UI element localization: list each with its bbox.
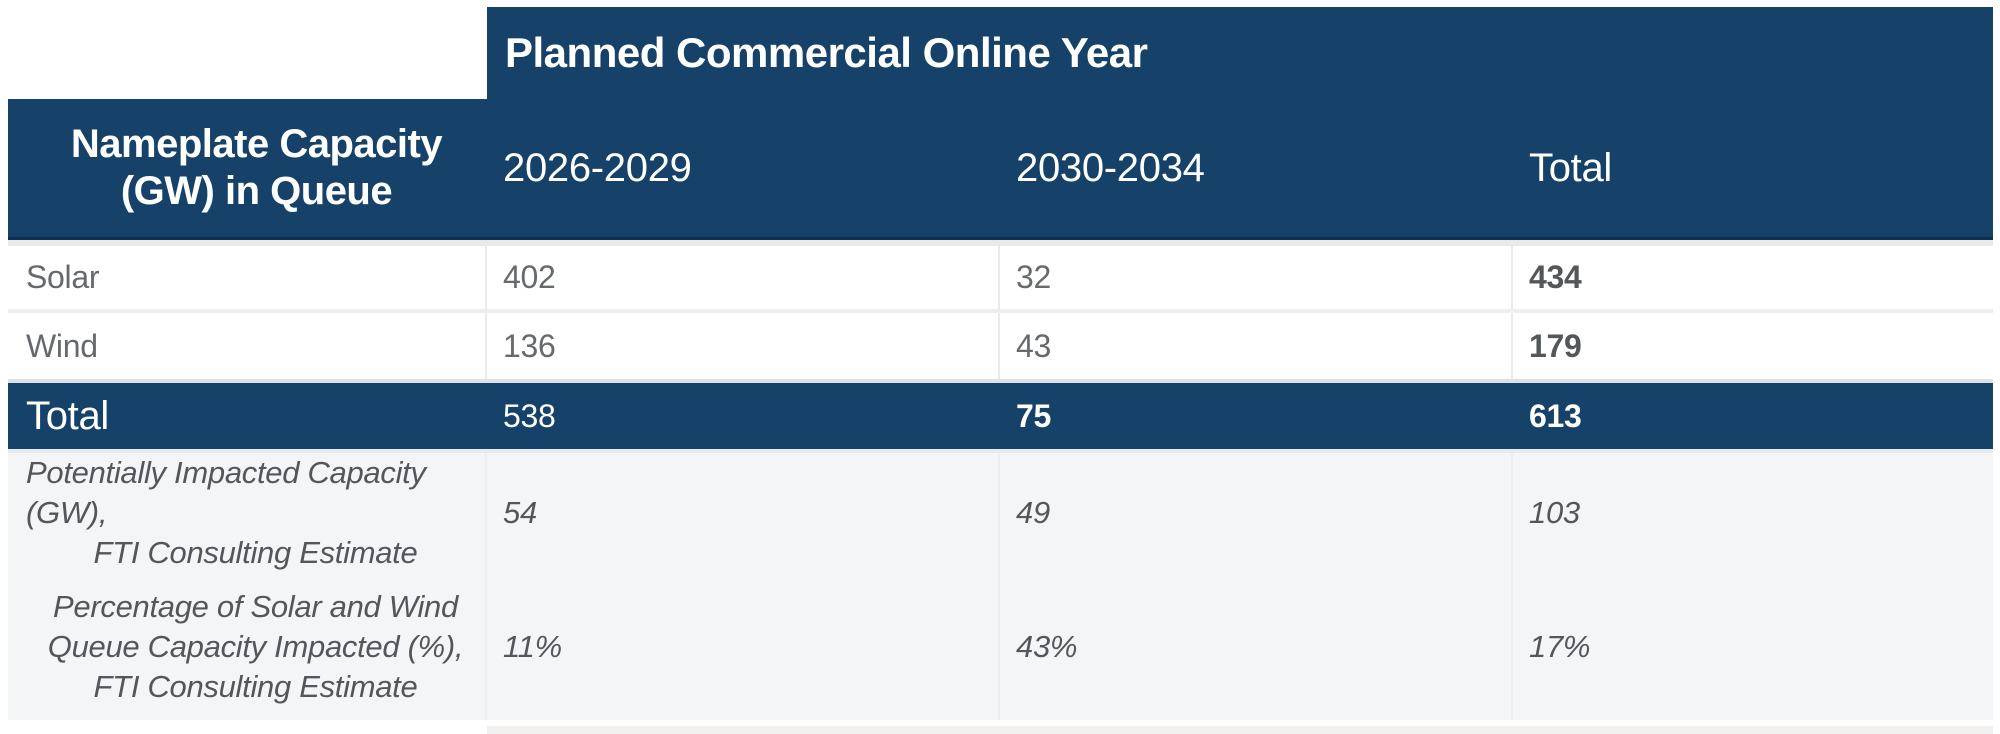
- table-title-band: Planned Commercial Online Year: [487, 7, 1993, 99]
- percentage-impacted-label-line-3: FTI Consulting Estimate: [93, 668, 418, 704]
- table-row-percentage-impacted: Percentage of Solar and Wind Queue Capac…: [8, 573, 1993, 720]
- row-header-line-1: Nameplate Capacity: [70, 122, 443, 166]
- impacted-capacity-label-line-2: FTI Consulting Estimate: [93, 535, 418, 570]
- column-header-2026-2029: 2026-2029: [503, 145, 692, 190]
- wind-2026-2029-value: 136: [487, 313, 1000, 379]
- impacted-2026-2029-value: 54: [487, 453, 1000, 573]
- total-2030-2034-value: 75: [1016, 397, 1051, 434]
- table-body: Solar 402 32 434 Wind 136 43 179 Total 5…: [8, 240, 1993, 720]
- row-header-line-2: (GW) in Queue: [120, 169, 393, 213]
- solar-total-value: 434: [1513, 246, 1993, 309]
- solar-2026-2029-value: 402: [487, 246, 1000, 309]
- total-total-value: 613: [1529, 397, 1582, 434]
- table-row-impacted-capacity: Potentially Impacted Capacity (GW), FTI …: [8, 453, 1993, 573]
- row-divider: [8, 309, 1993, 313]
- percentage-impacted-label-line-1: Percentage of Solar and Wind: [53, 588, 458, 624]
- table-row-total: Total 538 75 613: [8, 383, 1993, 449]
- solar-2030-2034-value: 32: [1000, 246, 1513, 309]
- wind-label: Wind: [8, 313, 487, 379]
- impacted-total-value: 103: [1513, 453, 1993, 573]
- wind-2030-2034-value: 43: [1000, 313, 1513, 379]
- percentage-total-value: 17%: [1513, 573, 1993, 720]
- total-2026-2029-value: 538: [503, 397, 556, 434]
- row-divider: [8, 379, 1993, 383]
- percentage-2026-2029-value: 11%: [487, 573, 1000, 720]
- wind-total-value: 179: [1513, 313, 1993, 379]
- solar-label: Solar: [8, 246, 487, 309]
- impacted-2030-2034-value: 49: [1000, 453, 1513, 573]
- table-row-solar: Solar 402 32 434: [8, 240, 1993, 309]
- column-header-2030-2034: 2030-2034: [1016, 145, 1205, 190]
- impacted-capacity-label-line-1: Potentially Impacted Capacity (GW),: [26, 455, 426, 530]
- total-label: Total: [26, 393, 109, 438]
- percentage-impacted-label-line-2: Queue Capacity Impacted (%),: [47, 628, 464, 664]
- table-title: Planned Commercial Online Year: [505, 29, 1148, 76]
- impacted-capacity-label: Potentially Impacted Capacity (GW), FTI …: [8, 453, 487, 573]
- column-header-total: Total: [1529, 145, 1612, 190]
- table-row-wind: Wind 136 43 179: [8, 313, 1993, 379]
- percentage-impacted-label: Percentage of Solar and Wind Queue Capac…: [8, 573, 487, 720]
- row-header-title: Nameplate Capacity (GW) in Queue: [8, 99, 487, 237]
- row-divider: [8, 449, 1993, 453]
- percentage-2030-2034-value: 43%: [1000, 573, 1513, 720]
- column-header-row: Nameplate Capacity (GW) in Queue 2026-20…: [8, 99, 1993, 240]
- bottom-strip: [487, 726, 1993, 734]
